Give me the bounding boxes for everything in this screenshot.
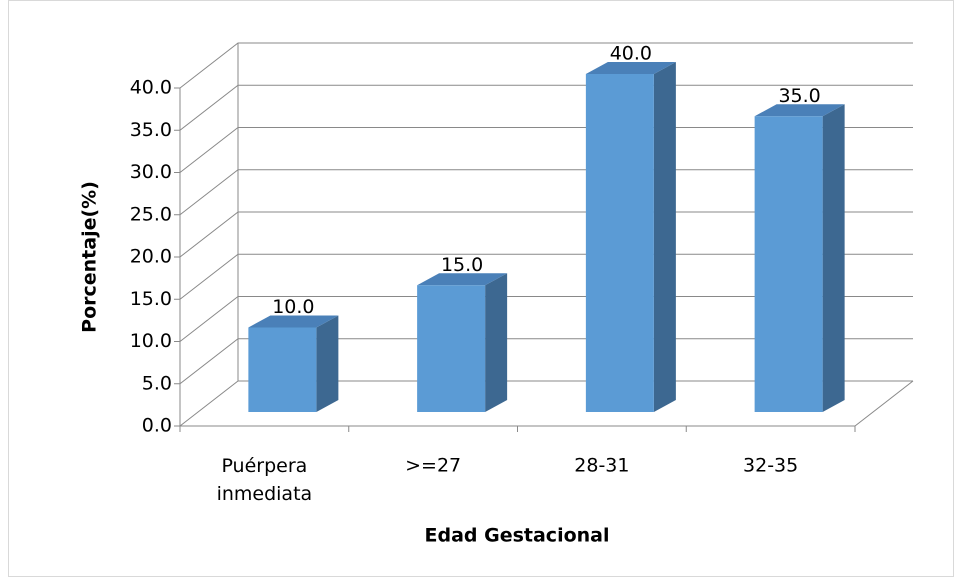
grid-line [179, 169, 913, 216]
bar [417, 285, 486, 412]
value-label: 15.0 [441, 254, 483, 276]
y-tick-label: 10.0 [130, 330, 172, 352]
grid-line [179, 380, 913, 427]
x-tick-label-line: Puérpera [221, 455, 307, 477]
grid-line [179, 211, 913, 258]
x-tick-label: 28-31 [574, 455, 629, 477]
grid-line [179, 127, 913, 173]
bar [585, 74, 654, 412]
value-label: 10.0 [272, 296, 314, 318]
bar-top [417, 273, 508, 286]
grid-line [179, 296, 913, 342]
y-tick-label: 25.0 [130, 203, 172, 225]
bar-side [485, 273, 508, 412]
bar [248, 327, 317, 412]
grid-line [179, 84, 913, 131]
floor-right-edge [854, 380, 914, 427]
y-tick-label: 0.0 [142, 415, 172, 437]
x-axis-title: Edad Gestacional [425, 525, 610, 547]
grid-line [179, 42, 913, 89]
x-tick-label: >=27 [405, 455, 461, 477]
value-label: 40.0 [610, 43, 652, 65]
bar-top [754, 104, 845, 117]
y-tick-label: 15.0 [130, 288, 172, 310]
bar [754, 116, 823, 412]
y-tick-label: 40.0 [130, 77, 172, 99]
y-tick-label: 20.0 [130, 246, 172, 268]
bar-top [248, 315, 339, 328]
x-tick-label-line: inmediata [217, 483, 313, 505]
y-tick-label: 30.0 [130, 161, 172, 183]
bar-side [822, 104, 845, 412]
grid-line [179, 338, 913, 385]
bar-top [585, 62, 676, 74]
grid-line [179, 253, 913, 300]
bar-side [653, 62, 676, 412]
x-tick-label: Puérpera inmediata [217, 455, 313, 505]
bar-side [316, 315, 339, 412]
y-axis-title: Porcentaje(%) [79, 181, 101, 333]
x-tick-label: 32-35 [743, 455, 798, 477]
y-tick-label: 35.0 [130, 119, 172, 141]
y-tick-label: 5.0 [142, 372, 172, 394]
value-label: 35.0 [778, 85, 820, 107]
